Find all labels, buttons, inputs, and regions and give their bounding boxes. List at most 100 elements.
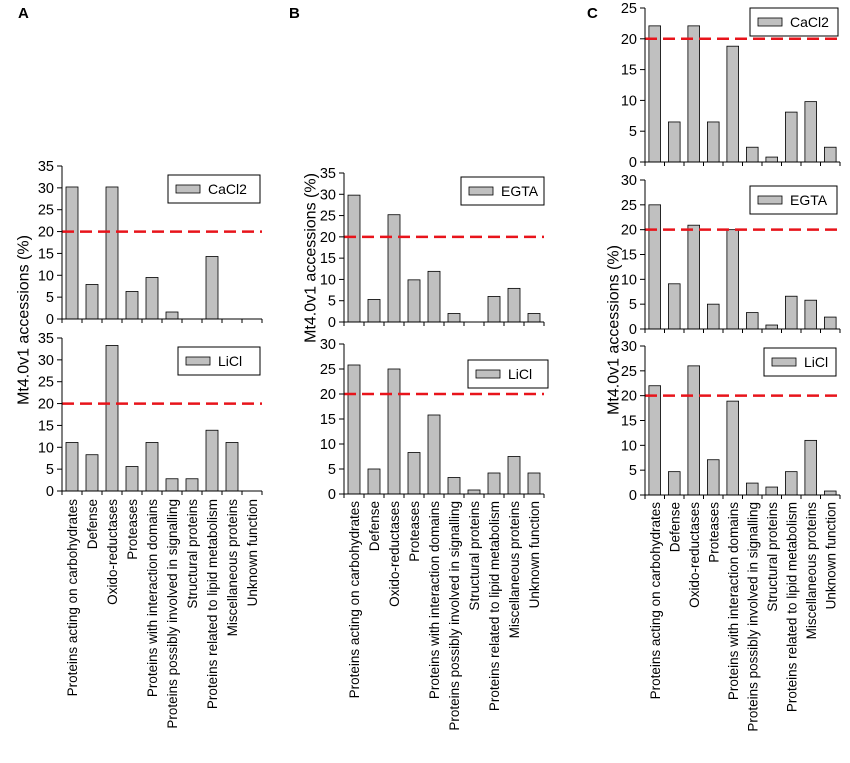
category-label: Proteins acting on carbohydrates xyxy=(347,501,362,699)
y-tick-label: 10 xyxy=(320,437,336,453)
subplot-egta: 0 5 10 15 20 25 30 35 EGTA xyxy=(320,166,545,331)
bar xyxy=(804,439,818,496)
category-label: Miscellaneous proteins xyxy=(804,502,819,640)
bar xyxy=(205,256,219,320)
y-axis-label: Mt4.0v1 accessions (%) xyxy=(605,245,622,415)
bar xyxy=(427,270,441,323)
category-label: Oxido-reductases xyxy=(387,501,402,607)
bar xyxy=(105,345,119,492)
subplot-licl: 0 5 10 15 20 25 30 LiCl xyxy=(621,339,841,504)
bar xyxy=(707,459,720,496)
panel-c: C Mt4.0v1 accessions (%) 0 5 10 15 20 25 CaCl2 0 5… xyxy=(587,1,841,732)
y-tick-label: 0 xyxy=(629,488,637,504)
y-tick-label: 5 xyxy=(629,124,637,140)
y-tick-label: 15 xyxy=(320,412,336,428)
subplot-cacl2: 0 5 10 15 20 25 CaCl2 xyxy=(621,1,841,171)
bar xyxy=(407,452,421,495)
y-tick-label: 10 xyxy=(320,272,336,288)
legend-label: EGTA xyxy=(501,183,539,199)
bar xyxy=(487,472,501,495)
y-tick-label: 0 xyxy=(328,487,336,503)
legend-swatch xyxy=(771,357,797,367)
legend-label: CaCl2 xyxy=(790,14,829,30)
bar xyxy=(668,121,681,163)
y-tick-label: 25 xyxy=(38,375,54,391)
y-tick-label: 30 xyxy=(621,339,637,355)
bar xyxy=(707,303,720,330)
category-label: Proteins acting on carbohydrates xyxy=(65,499,80,697)
legend-swatch xyxy=(757,195,783,205)
y-tick-label: 30 xyxy=(38,353,54,369)
y-tick-label: 30 xyxy=(320,187,336,203)
category-label: Structural proteins xyxy=(765,502,780,612)
bar xyxy=(165,311,179,320)
category-label: Proteins with interaction domains xyxy=(145,499,160,697)
y-tick-label: 0 xyxy=(629,322,637,338)
bar xyxy=(367,468,381,495)
category-label: Defense xyxy=(85,499,100,549)
legend-label: LiCl xyxy=(508,366,532,382)
y-tick-label: 15 xyxy=(320,251,336,267)
category-label: Proteins possibly involved in signalling xyxy=(745,502,760,732)
bar xyxy=(467,489,481,495)
bar xyxy=(648,204,662,330)
category-label: Proteases xyxy=(407,501,422,562)
y-tick-label: 15 xyxy=(621,248,637,264)
y-tick-label: 5 xyxy=(629,297,637,313)
bar xyxy=(447,313,461,323)
bar xyxy=(407,279,421,323)
y-tick-label: 25 xyxy=(320,209,336,225)
category-label: Miscellaneous proteins xyxy=(507,501,522,639)
y-tick-label: 0 xyxy=(46,484,54,500)
category-label: Proteins related to lipid metabolism xyxy=(487,501,502,711)
bar xyxy=(824,146,837,163)
y-tick-label: 35 xyxy=(320,166,336,182)
y-tick-label: 15 xyxy=(621,414,637,430)
bar xyxy=(687,224,701,330)
y-tick-label: 0 xyxy=(328,315,336,331)
y-tick-label: 20 xyxy=(320,230,336,246)
bar xyxy=(668,283,681,330)
y-tick-label: 20 xyxy=(38,225,54,241)
y-tick-label: 20 xyxy=(621,389,637,405)
y-tick-label: 20 xyxy=(621,223,637,239)
bar xyxy=(185,478,199,492)
category-label: Miscellaneous proteins xyxy=(225,499,240,637)
y-tick-label: 5 xyxy=(328,294,336,310)
category-label: Proteins with interaction domains xyxy=(726,502,741,700)
y-axis-label: Mt4.0v1 accessions (%) xyxy=(302,173,319,343)
y-tick-label: 5 xyxy=(328,462,336,478)
y-tick-label: 10 xyxy=(621,272,637,288)
category-label: Proteases xyxy=(125,499,140,560)
category-label: Proteins related to lipid metabolism xyxy=(784,502,799,712)
legend-swatch xyxy=(475,369,501,379)
bar xyxy=(687,365,701,496)
panel-letter: B xyxy=(289,5,300,22)
bar xyxy=(804,101,818,163)
bar xyxy=(347,364,361,495)
legend-box xyxy=(167,174,261,204)
legend-label: LiCl xyxy=(218,353,242,369)
bar xyxy=(205,429,219,492)
bar xyxy=(648,385,662,496)
legend-swatch xyxy=(175,184,201,194)
bar xyxy=(125,466,139,492)
bar xyxy=(65,442,79,492)
bar xyxy=(785,471,798,496)
category-label: Proteases xyxy=(706,502,721,563)
bar xyxy=(804,299,818,330)
category-label: Oxido-reductases xyxy=(105,499,120,605)
bar xyxy=(765,324,779,330)
category-label: Proteins possibly involved in signalling xyxy=(165,499,180,729)
bar xyxy=(387,368,401,495)
y-tick-label: 30 xyxy=(621,173,637,189)
bar xyxy=(427,414,441,495)
panel-letter: A xyxy=(18,5,29,22)
y-tick-label: 20 xyxy=(38,397,54,413)
y-axis-label: Mt4.0v1 accessions (%) xyxy=(15,235,32,405)
y-tick-label: 25 xyxy=(38,203,54,219)
y-tick-label: 10 xyxy=(621,438,637,454)
bar xyxy=(648,25,662,163)
y-tick-label: 25 xyxy=(320,362,336,378)
bar xyxy=(165,478,179,492)
